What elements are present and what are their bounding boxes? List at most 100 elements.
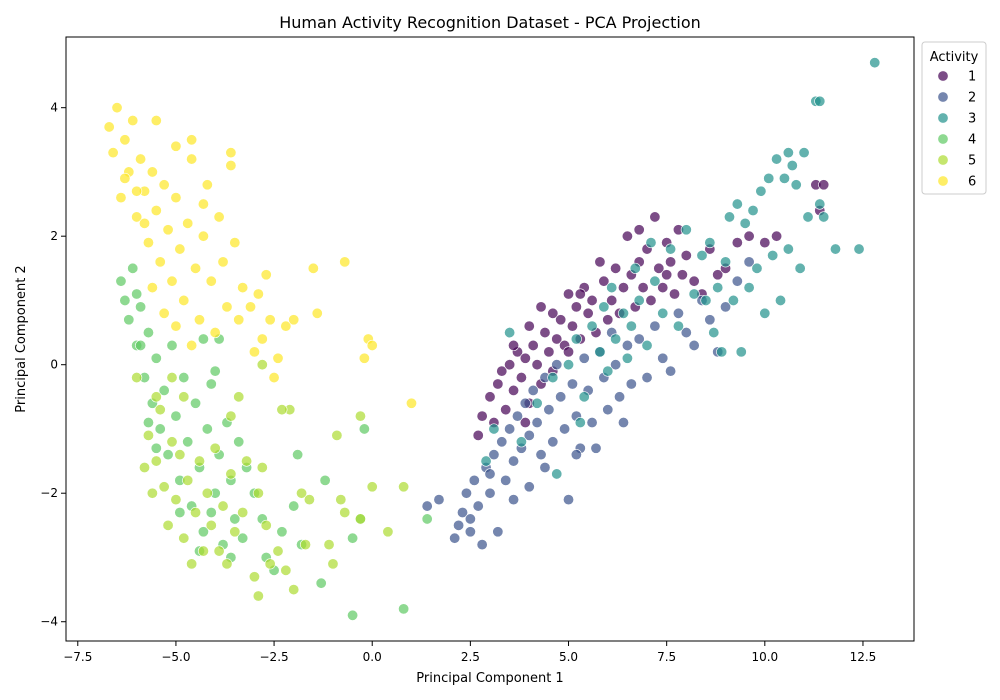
- data-point-activity-2: [468, 474, 480, 486]
- x-tick-label: 12.5: [850, 650, 877, 664]
- data-point-activity-1: [519, 417, 531, 429]
- data-point-activity-4: [178, 372, 190, 384]
- data-point-activity-6: [162, 224, 174, 236]
- data-point-activity-4: [154, 423, 166, 435]
- data-point-activity-6: [174, 243, 186, 255]
- data-point-activity-4: [142, 327, 154, 339]
- data-point-activity-2: [602, 404, 614, 416]
- data-point-activity-6: [229, 237, 241, 249]
- data-point-activity-2: [657, 352, 669, 364]
- data-point-activity-2: [460, 487, 472, 499]
- data-point-activity-1: [712, 269, 724, 281]
- data-point-activity-2: [625, 378, 637, 390]
- data-point-activity-3: [625, 320, 637, 332]
- data-point-activity-1: [566, 320, 578, 332]
- data-point-activity-2: [508, 455, 520, 467]
- data-point-activity-2: [621, 339, 633, 351]
- data-point-activity-4: [197, 333, 209, 345]
- data-point-activity-1: [504, 359, 516, 371]
- data-point-activity-1: [676, 269, 688, 281]
- data-point-activity-1: [555, 314, 567, 326]
- data-point-activity-4: [123, 314, 135, 326]
- data-point-activity-3: [731, 198, 743, 210]
- data-point-activity-5: [158, 481, 170, 493]
- data-point-activity-3: [680, 224, 692, 236]
- data-point-activity-1: [547, 307, 559, 319]
- x-tick-label: 0.0: [363, 650, 382, 664]
- data-point-activity-1: [515, 372, 527, 384]
- data-point-activity-1: [657, 282, 669, 294]
- data-point-activity-4: [158, 384, 170, 396]
- data-point-activity-4: [209, 365, 221, 377]
- data-point-activity-6: [358, 352, 370, 364]
- data-point-activity-4: [150, 442, 162, 454]
- data-point-activity-1: [574, 288, 586, 300]
- data-point-activity-6: [182, 217, 194, 229]
- data-point-activity-5: [170, 494, 182, 506]
- y-tick-label: 2: [50, 229, 58, 243]
- data-point-activity-5: [256, 359, 268, 371]
- data-point-activity-3: [586, 320, 598, 332]
- data-point-activity-5: [178, 391, 190, 403]
- data-point-activity-3: [743, 282, 755, 294]
- data-point-activity-6: [268, 372, 280, 384]
- data-point-activity-2: [464, 513, 476, 525]
- data-point-activity-5: [150, 455, 162, 467]
- y-axis: −4 −2 0 2 4: [40, 101, 66, 629]
- data-point-activity-3: [610, 333, 622, 345]
- data-point-activity-1: [539, 327, 551, 339]
- data-point-activity-3: [645, 237, 657, 249]
- data-point-activity-2: [472, 500, 484, 512]
- data-point-activity-4: [150, 352, 162, 364]
- data-point-activity-2: [535, 449, 547, 461]
- data-point-activity-5: [221, 558, 233, 570]
- data-point-activity-3: [515, 436, 527, 448]
- plot-frame: [65, 36, 915, 642]
- data-point-activity-5: [241, 455, 253, 467]
- data-point-activity-5: [366, 481, 378, 493]
- data-point-activity-6: [142, 237, 154, 249]
- data-point-activity-6: [103, 121, 115, 133]
- data-point-activity-5: [217, 500, 229, 512]
- data-point-activity-2: [633, 333, 645, 345]
- data-point-activity-5: [248, 571, 260, 583]
- data-point-activity-2: [523, 481, 535, 493]
- data-point-activity-1: [496, 365, 508, 377]
- data-point-activity-1: [598, 275, 610, 287]
- data-point-activity-3: [657, 307, 669, 319]
- data-point-activity-5: [288, 584, 300, 596]
- legend-items: 1 2 3 4 5 6: [937, 70, 976, 190]
- data-point-activity-3: [802, 211, 814, 223]
- data-point-activity-3: [696, 249, 708, 261]
- data-point-activity-6: [245, 301, 257, 313]
- data-point-activity-6: [405, 397, 417, 409]
- data-point-activity-1: [527, 339, 539, 351]
- data-point-activity-4: [170, 410, 182, 422]
- data-point-activity-5: [166, 372, 178, 384]
- data-point-activity-4: [135, 339, 147, 351]
- data-point-activity-6: [190, 262, 202, 274]
- data-point-activity-3: [798, 147, 810, 159]
- data-point-activity-3: [712, 282, 724, 294]
- data-point-activity-1: [617, 282, 629, 294]
- data-point-activity-6: [146, 166, 158, 178]
- data-point-activity-5: [252, 590, 264, 602]
- data-point-activity-4: [288, 500, 300, 512]
- x-tick-label: −5.0: [161, 650, 190, 664]
- data-point-activity-3: [621, 352, 633, 364]
- data-point-activity-2: [484, 468, 496, 480]
- data-point-activity-1: [563, 288, 575, 300]
- x-tick-label: −7.5: [63, 650, 92, 664]
- data-point-activity-4: [205, 506, 217, 518]
- data-point-activity-3: [790, 179, 802, 191]
- data-point-activity-2: [563, 494, 575, 506]
- data-point-activity-4: [182, 436, 194, 448]
- data-point-activity-5: [276, 404, 288, 416]
- data-point-activity-1: [633, 224, 645, 236]
- data-point-activity-1: [759, 237, 771, 249]
- data-point-activity-3: [574, 417, 586, 429]
- data-point-activity-1: [637, 282, 649, 294]
- data-point-activity-3: [755, 185, 767, 197]
- data-point-activity-2: [578, 352, 590, 364]
- data-point-activity-3: [598, 301, 610, 313]
